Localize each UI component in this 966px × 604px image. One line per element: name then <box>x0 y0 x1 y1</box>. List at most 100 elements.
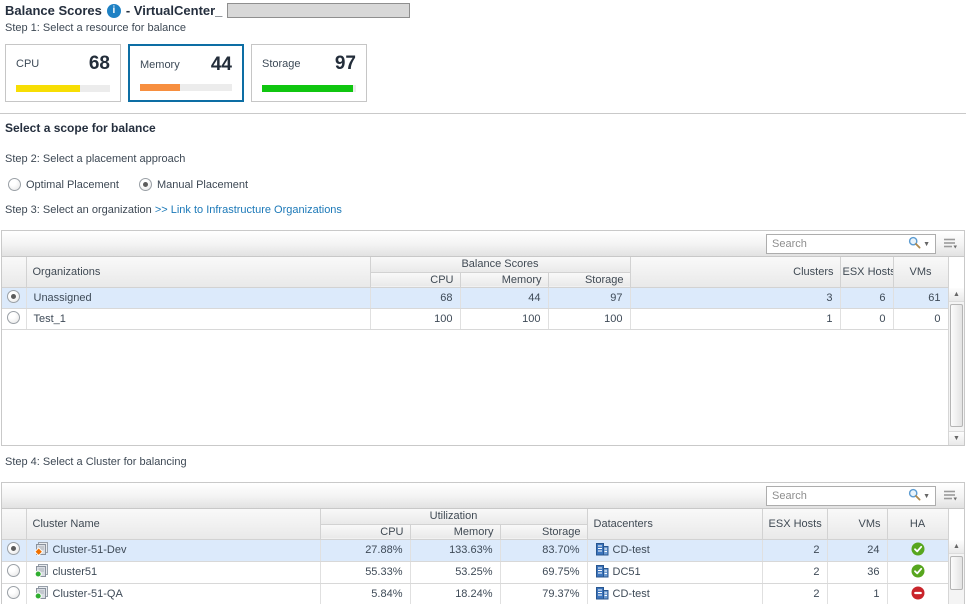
cluster-col-esx-hosts[interactable]: ESX Hosts <box>762 509 828 540</box>
org-col-cpu[interactable]: CPU <box>370 272 461 288</box>
step2-label: Step 2: Select a placement approach <box>5 153 186 165</box>
cluster-warning-icon <box>33 541 49 559</box>
step3-text: Step 3: Select an organization <box>5 204 152 216</box>
scroll-down-icon[interactable]: ▼ <box>949 431 964 445</box>
cell-vms: 36 <box>827 561 888 584</box>
memory-card-label: Memory <box>140 59 180 71</box>
org-col-organizations[interactable]: Organizations <box>26 257 371 288</box>
page-title: Balance Scores <box>5 3 102 18</box>
cluster-col-storage[interactable]: Storage <box>500 524 588 540</box>
search-options-caret-icon[interactable]: ▼ <box>923 240 930 248</box>
org-grid-scrollbar[interactable]: ▲ ▼ <box>948 288 964 445</box>
manual-placement-label: Manual Placement <box>156 178 249 191</box>
cluster-table: Cluster Name Utilization Datacenters ESX… <box>2 509 949 604</box>
infrastructure-organizations-link[interactable]: >> Link to Infrastructure Organizations <box>154 204 342 216</box>
page-title-suffix: - VirtualCenter_ <box>125 3 223 18</box>
cell-esx-hosts: 2 <box>762 583 828 604</box>
org-col-clusters[interactable]: Clusters <box>630 257 841 288</box>
memory-score-bar <box>140 84 232 91</box>
manual-placement-option[interactable]: Manual Placement <box>138 178 249 191</box>
cluster-col-datacenters[interactable]: Datacenters <box>587 509 763 540</box>
cluster-row-qa[interactable]: Cluster-51-QA 5.84% 18.24% 79.37% CD-tes… <box>2 583 949 604</box>
step4-label: Step 4: Select a Cluster for balancing <box>5 456 187 468</box>
cell-cluster-name: cluster51 <box>52 566 98 578</box>
org-search-input[interactable] <box>767 238 909 250</box>
scrollbar-thumb[interactable] <box>950 304 963 427</box>
column-chooser-icon[interactable] <box>943 489 958 505</box>
org-col-storage[interactable]: Storage <box>548 272 631 288</box>
datacenter-icon <box>595 542 609 559</box>
search-icon[interactable] <box>908 236 921 252</box>
cell-datacenter: DC51 <box>612 566 641 578</box>
cluster-row-cluster51[interactable]: cluster51 55.33% 53.25% 69.75% DC51 2 36 <box>2 561 949 584</box>
scroll-up-icon[interactable]: ▲ <box>949 540 964 554</box>
cell-memory-util: 53.25% <box>410 561 501 584</box>
cpu-card-label: CPU <box>16 58 40 70</box>
cell-clusters: 1 <box>630 308 841 330</box>
optimal-placement-radio[interactable] <box>8 178 21 191</box>
optimal-placement-label: Optimal Placement <box>26 178 119 191</box>
search-icon[interactable] <box>908 488 921 504</box>
org-row-test1[interactable]: Test_1 100 100 100 1 0 0 <box>2 308 949 330</box>
cluster-search-box[interactable]: ▼ <box>766 486 936 506</box>
cluster-radio-col-header <box>2 509 27 540</box>
cell-memory-util: 18.24% <box>410 583 501 604</box>
cell-storage-util: 83.70% <box>500 539 588 562</box>
cell-cluster-name: Cluster-51-QA <box>52 588 123 600</box>
ha-enabled-icon <box>911 542 925 559</box>
search-options-caret-icon[interactable]: ▼ <box>923 492 930 500</box>
cell-vms: 0 <box>893 308 949 330</box>
org-col-memory[interactable]: Memory <box>460 272 549 288</box>
info-icon[interactable]: i <box>106 3 121 18</box>
org-col-esx-hosts[interactable]: ESX Hosts <box>840 257 894 288</box>
cell-cpu-score: 68 <box>370 287 461 309</box>
cluster-row-radio[interactable] <box>7 586 21 599</box>
ha-enabled-icon <box>911 564 925 581</box>
org-col-vms[interactable]: VMs <box>893 257 949 288</box>
cell-vms: 1 <box>827 583 888 604</box>
scrollbar-thumb[interactable] <box>950 556 963 590</box>
storage-card-value: 97 <box>334 53 356 74</box>
org-row-radio[interactable] <box>7 310 21 324</box>
cluster-row-dev[interactable]: Cluster-51-Dev 27.88% 133.63% 83.70% CD-… <box>2 539 949 562</box>
page-title-bar: Balance Scores i - VirtualCenter_ <box>5 3 411 18</box>
cell-memory-score: 44 <box>460 287 549 309</box>
org-row-radio[interactable] <box>7 289 21 303</box>
cpu-card-value: 68 <box>88 53 110 74</box>
cell-org-name: Unassigned <box>26 287 371 309</box>
org-search-box[interactable]: ▼ <box>766 234 936 254</box>
cell-esx-hosts: 6 <box>840 287 894 309</box>
resource-card-storage[interactable]: Storage 97 <box>251 44 367 102</box>
cell-vms: 61 <box>893 287 949 309</box>
cell-storage-score: 100 <box>548 308 631 330</box>
cluster-row-radio[interactable] <box>7 542 21 555</box>
section-divider <box>0 113 966 114</box>
storage-card-label: Storage <box>262 58 301 70</box>
cluster-grid-scrollbar[interactable]: ▲ <box>948 540 964 604</box>
scroll-up-icon[interactable]: ▲ <box>949 288 964 302</box>
manual-placement-radio[interactable] <box>138 178 152 191</box>
resource-card-cpu[interactable]: CPU 68 <box>5 44 121 102</box>
cluster-col-cpu[interactable]: CPU <box>320 524 411 540</box>
resource-card-memory[interactable]: Memory 44 <box>128 44 244 102</box>
cpu-score-bar <box>16 85 110 92</box>
cluster-grid-toolbar: ▼ <box>2 483 964 509</box>
ha-disabled-icon <box>911 586 925 603</box>
cluster-search-input[interactable] <box>767 490 909 502</box>
column-chooser-icon[interactable] <box>943 237 958 253</box>
cluster-col-name[interactable]: Cluster Name <box>26 509 321 540</box>
cluster-row-radio[interactable] <box>7 564 21 577</box>
cell-esx-hosts: 2 <box>762 561 828 584</box>
redacted-virtualcenter-name <box>227 3 411 18</box>
cluster-col-vms[interactable]: VMs <box>827 509 888 540</box>
cell-storage-score: 97 <box>548 287 631 309</box>
cluster-col-memory[interactable]: Memory <box>410 524 501 540</box>
cell-cpu-score: 100 <box>370 308 461 330</box>
optimal-placement-option[interactable]: Optimal Placement <box>8 178 119 191</box>
datacenter-icon <box>595 586 609 603</box>
cluster-group-utilization: Utilization <box>320 509 588 525</box>
org-row-unassigned[interactable]: Unassigned 68 44 97 3 6 61 <box>2 287 949 309</box>
cluster-col-ha[interactable]: HA <box>887 509 949 540</box>
cell-datacenter: CD-test <box>612 588 650 600</box>
